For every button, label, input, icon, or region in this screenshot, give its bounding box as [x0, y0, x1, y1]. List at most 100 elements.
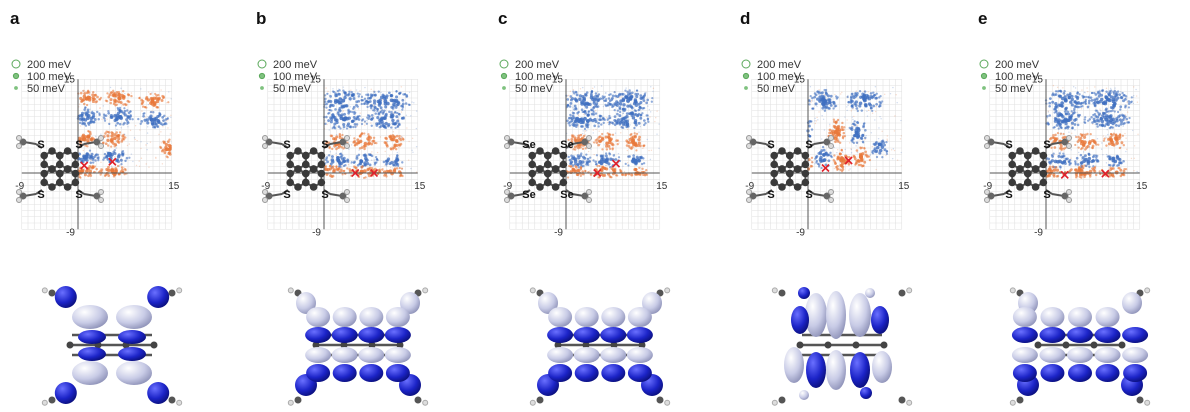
carbon-atom — [294, 396, 302, 404]
density-dot — [330, 158, 335, 162]
density-dot — [1080, 108, 1083, 110]
density-dot — [1117, 124, 1121, 128]
density-dot — [130, 94, 133, 98]
density-dot — [625, 87, 627, 89]
lobe-dark — [791, 306, 809, 334]
density-dot — [106, 118, 108, 120]
density-dot — [326, 155, 329, 157]
density-dot — [885, 141, 888, 144]
density-dot — [856, 128, 861, 133]
density-dot — [82, 155, 87, 160]
carbon-atom — [1136, 396, 1144, 404]
hydrogen-atom — [176, 287, 183, 294]
density-dot — [146, 121, 150, 125]
density-dot — [170, 114, 172, 117]
density-dot — [1062, 91, 1066, 95]
density-dot — [631, 111, 635, 115]
density-dot — [1136, 101, 1139, 103]
molecule-frame — [529, 287, 671, 406]
density-dot — [1124, 98, 1127, 101]
density-dot — [1107, 163, 1111, 167]
molecule-structure: S SS S — [262, 135, 350, 203]
density-dot — [1090, 115, 1093, 119]
density-dot — [827, 106, 830, 110]
hydrogen-atom — [98, 143, 104, 149]
density-dot — [113, 136, 117, 141]
bond — [77, 189, 85, 195]
carbon-atom — [1024, 160, 1032, 169]
density-dot — [858, 89, 862, 93]
hydrogen-atom — [586, 197, 592, 203]
bond — [765, 143, 773, 149]
hydrogen-atom — [344, 197, 350, 203]
density-dot — [1101, 89, 1105, 92]
density-dot — [370, 122, 372, 124]
density-dot — [884, 93, 886, 95]
hydrogen-atom — [344, 135, 350, 141]
density-dot — [356, 115, 360, 119]
density-dot — [1094, 86, 1096, 88]
carbon-atom — [265, 138, 273, 146]
carbon-atom — [786, 151, 794, 160]
legend-label: 200 meV — [27, 59, 72, 71]
density-dot — [900, 135, 902, 137]
density-dot — [115, 131, 118, 134]
density-dot — [1103, 124, 1107, 128]
panel-letter: d — [740, 9, 750, 28]
density-dot — [348, 148, 350, 150]
density-dot — [829, 151, 832, 155]
density-dot — [345, 127, 349, 130]
density-dot — [111, 131, 115, 135]
density-dot — [334, 108, 337, 111]
lobe-light — [116, 361, 152, 385]
carbon-atom — [168, 396, 176, 404]
density-dot — [1073, 118, 1077, 122]
density-dot — [601, 137, 605, 141]
density-dot — [91, 157, 95, 161]
density-dot — [1102, 139, 1106, 142]
density-dot — [327, 100, 330, 104]
density-dot — [594, 110, 597, 112]
lobe-light — [358, 347, 385, 363]
density-dot — [374, 156, 378, 159]
density-dot — [1119, 105, 1123, 109]
density-dot — [119, 158, 123, 162]
density-dot — [353, 160, 356, 164]
density-dot — [569, 113, 572, 117]
density-dot — [155, 156, 157, 159]
density-dot — [395, 139, 399, 144]
hydrogen-atom — [16, 143, 22, 149]
density-dot — [367, 141, 371, 145]
carbon-atom — [778, 147, 786, 155]
density-dot — [1107, 133, 1109, 136]
density-dot — [369, 93, 373, 96]
lobe-light — [573, 347, 600, 363]
density-dot — [367, 174, 371, 178]
density-dot — [395, 134, 399, 138]
carbon-atom — [801, 169, 810, 178]
heteroatom-label: S — [1005, 189, 1012, 201]
density-dot — [364, 101, 367, 104]
bond — [35, 189, 43, 195]
carbon-atom — [536, 183, 544, 191]
density-dot — [117, 100, 121, 104]
density-dot — [833, 146, 835, 149]
density-dot — [1123, 94, 1126, 97]
density-dot — [579, 133, 583, 137]
density-dot — [603, 118, 606, 122]
density-dot — [1048, 160, 1051, 164]
density-dot — [360, 165, 364, 169]
carbon-atom — [340, 341, 348, 349]
density-dot — [1056, 132, 1060, 135]
carbon-atom — [898, 289, 906, 297]
density-dot — [117, 136, 121, 141]
density-dot — [590, 148, 592, 150]
density-dot — [1091, 144, 1095, 148]
hydrogen-atom — [344, 189, 350, 195]
density-dot — [326, 109, 329, 111]
density-dot — [401, 174, 404, 178]
density-dot — [370, 159, 373, 161]
density-dot — [864, 150, 868, 154]
density-dot — [374, 112, 378, 115]
